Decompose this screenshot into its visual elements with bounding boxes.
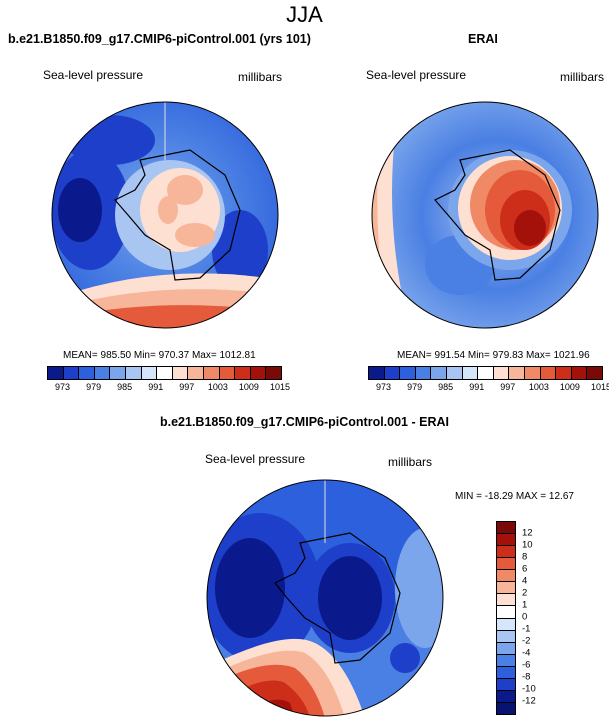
obs-variable-label: Sea-level pressure xyxy=(366,68,467,82)
colorbar-label: 997 xyxy=(500,382,516,392)
colorbar-label: 1003 xyxy=(207,382,228,392)
colorbar-swatch xyxy=(497,582,515,595)
colorbar-label: 4 xyxy=(522,575,528,587)
obs-panel-title: ERAI xyxy=(468,32,498,46)
colorbar-label: -4 xyxy=(522,647,531,659)
colorbar-label: -6 xyxy=(522,659,531,671)
colorbar-swatch xyxy=(446,367,463,379)
colorbar-label: 8 xyxy=(522,551,528,563)
obs-stats: MEAN= 991.54 Min= 979.83 Max= 1021.96 xyxy=(397,350,590,361)
colorbar-label: 2 xyxy=(522,587,528,599)
colorbar-label: 985 xyxy=(117,382,133,392)
colorbar-swatch xyxy=(497,534,515,547)
obs-colorbar xyxy=(368,366,603,380)
colorbar-label: 10 xyxy=(522,539,533,551)
colorbar-swatch xyxy=(497,630,515,643)
colorbar-swatch xyxy=(235,367,251,379)
colorbar-label: 979 xyxy=(407,382,423,392)
colorbar-swatch xyxy=(497,654,515,667)
obs-colorbar-labels: 973 979 985 991 997 1003 1009 1015 xyxy=(368,382,609,394)
colorbar-swatch xyxy=(48,367,64,379)
colorbar-swatch xyxy=(369,367,385,379)
colorbar-swatch xyxy=(79,367,95,379)
diff-stats: MIN = -18.29 MAX = 12.67 xyxy=(455,491,574,502)
colorbar-label: 991 xyxy=(148,382,164,392)
colorbar-label: 6 xyxy=(522,563,528,575)
model-stats: MEAN= 985.50 Min= 970.37 Max= 1012.81 xyxy=(63,350,256,361)
colorbar-swatch xyxy=(266,367,281,379)
diff-panel-title: b.e21.B1850.f09_g17.CMIP6-piControl.001 … xyxy=(160,415,449,429)
colorbar-swatch xyxy=(462,367,479,379)
model-units-label: millibars xyxy=(238,70,283,84)
obs-polar-map xyxy=(371,101,599,329)
diff-colorbar-labels: 12 10 8 6 4 2 1 0 -1 -2 -4 -6 -8 -10 -12 xyxy=(522,521,562,713)
diff-units-label: millibars xyxy=(388,455,433,469)
colorbar-swatch xyxy=(250,367,267,379)
colorbar-label: -8 xyxy=(522,671,531,683)
colorbar-label: -2 xyxy=(522,635,531,647)
colorbar-swatch xyxy=(497,678,515,691)
colorbar-label: 985 xyxy=(438,382,454,392)
colorbar-swatch xyxy=(400,367,416,379)
colorbar-swatch xyxy=(497,690,515,703)
colorbar-swatch xyxy=(497,522,515,535)
colorbar-swatch xyxy=(497,642,515,655)
colorbar-swatch xyxy=(219,367,236,379)
colorbar-swatch xyxy=(540,367,557,379)
colorbar-label: 991 xyxy=(469,382,485,392)
colorbar-swatch xyxy=(497,570,515,583)
colorbar-label: -10 xyxy=(522,683,536,695)
colorbar-label: 1015 xyxy=(590,382,609,392)
colorbar-swatch xyxy=(556,367,572,379)
colorbar-swatch xyxy=(497,666,515,679)
colorbar-swatch xyxy=(431,367,447,379)
colorbar-label: 997 xyxy=(179,382,195,392)
colorbar-swatch xyxy=(141,367,158,379)
colorbar-swatch xyxy=(509,367,525,379)
colorbar-swatch xyxy=(157,367,173,379)
colorbar-swatch xyxy=(415,367,432,379)
model-panel-title: b.e21.B1850.f09_g17.CMIP6-piControl.001 … xyxy=(8,32,311,46)
model-colorbar xyxy=(47,366,282,380)
colorbar-label: 1009 xyxy=(559,382,580,392)
colorbar-swatch xyxy=(587,367,602,379)
colorbar-swatch xyxy=(125,367,142,379)
colorbar-label: -1 xyxy=(522,623,531,635)
colorbar-swatch xyxy=(63,367,80,379)
model-variable-label: Sea-level pressure xyxy=(43,68,144,82)
colorbar-label: -12 xyxy=(522,695,536,707)
colorbar-swatch xyxy=(384,367,401,379)
model-colorbar-labels: 973 979 985 991 997 1003 1009 1015 xyxy=(47,382,290,394)
colorbar-swatch xyxy=(110,367,126,379)
colorbar-swatch xyxy=(478,367,494,379)
obs-units-label: millibars xyxy=(560,70,605,84)
colorbar-label: 12 xyxy=(522,527,533,539)
colorbar-swatch xyxy=(497,558,515,571)
colorbar-label: 0 xyxy=(522,611,528,623)
colorbar-swatch xyxy=(493,367,510,379)
colorbar-swatch xyxy=(188,367,204,379)
diff-variable-label: Sea-level pressure xyxy=(205,452,306,466)
colorbar-label: 1015 xyxy=(269,382,291,392)
colorbar-label: 979 xyxy=(86,382,102,392)
colorbar-swatch xyxy=(524,367,541,379)
colorbar-label: 1003 xyxy=(528,382,549,392)
diff-polar-map xyxy=(206,479,444,717)
colorbar-swatch xyxy=(497,594,515,607)
diff-colorbar xyxy=(496,521,516,715)
colorbar-label: 1009 xyxy=(238,382,259,392)
model-polar-map xyxy=(51,101,279,329)
colorbar-swatch xyxy=(571,367,588,379)
colorbar-label: 973 xyxy=(376,382,392,392)
colorbar-swatch xyxy=(497,546,515,559)
colorbar-swatch xyxy=(203,367,220,379)
page-title: JJA xyxy=(286,2,323,27)
colorbar-label: 1 xyxy=(522,599,528,611)
colorbar-swatch xyxy=(94,367,111,379)
colorbar-label: 973 xyxy=(55,382,71,392)
colorbar-swatch xyxy=(497,702,515,714)
colorbar-swatch xyxy=(497,606,515,619)
colorbar-swatch xyxy=(497,618,515,631)
colorbar-swatch xyxy=(172,367,189,379)
